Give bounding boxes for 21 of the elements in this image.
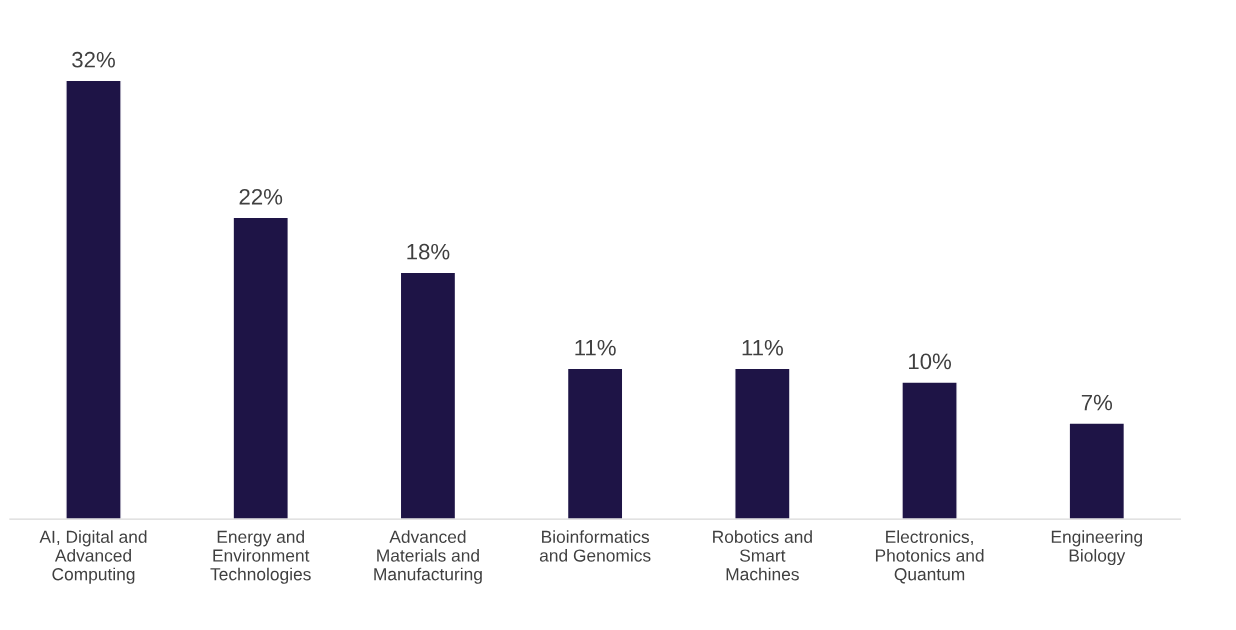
x-tick-label: Engineering Biology xyxy=(1051,530,1142,566)
bar xyxy=(1068,422,1126,520)
x-tick-label: Robotics and Smart Machines xyxy=(713,530,812,581)
data-label: 10% xyxy=(909,353,952,370)
data-label: 18% xyxy=(407,243,450,260)
data-label: 32% xyxy=(72,51,115,68)
x-tick-label: Advanced Materials and Manufacturing xyxy=(374,530,482,584)
bar xyxy=(399,271,457,520)
data-label: 11% xyxy=(575,339,616,356)
bar xyxy=(734,367,791,520)
data-label: 7% xyxy=(1081,394,1113,411)
x-tick-label: Bioinformatics and Genomics xyxy=(539,530,651,562)
data-label: 22% xyxy=(239,188,283,205)
bar xyxy=(566,367,624,520)
data-label: 11% xyxy=(742,339,783,356)
x-tick-label: Energy and Environment Technologies xyxy=(210,530,311,584)
bar xyxy=(232,216,289,520)
x-tick-label: AI, Digital and Advanced Computing xyxy=(39,530,147,584)
bar xyxy=(65,79,122,520)
bar xyxy=(901,381,958,520)
x-tick-label: Electronics, Photonics and Quantum xyxy=(875,530,984,584)
